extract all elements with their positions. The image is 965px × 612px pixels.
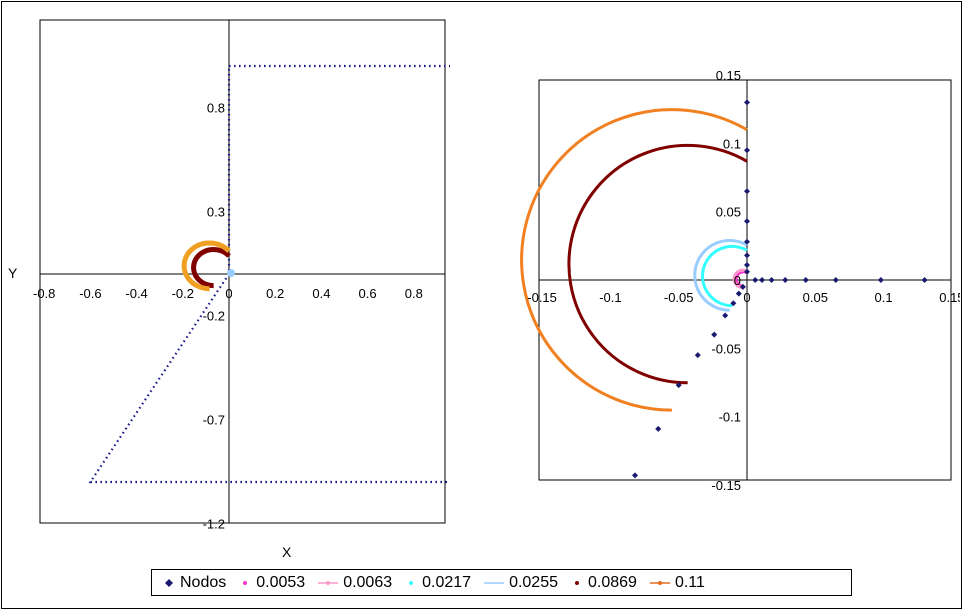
right-x-tick-label: 0.1 bbox=[875, 290, 893, 305]
right-chart: -0.15 -0.1 -0.05 0 0.05 0.1 0.15 0.15 0.1 0.05 0 -0… bbox=[520, 68, 960, 493]
right-y-tick-label: 0 bbox=[734, 273, 741, 288]
legend-label: 0.11 bbox=[674, 573, 705, 591]
left-circle-0.11 bbox=[181, 240, 231, 292]
legend-item: 0.0063 bbox=[317, 574, 392, 592]
right-node-marker bbox=[744, 188, 750, 195]
right-y-tick-label: -0.15 bbox=[711, 478, 741, 493]
left-y-tick-label: -0.7 bbox=[203, 413, 225, 428]
right-node-marker bbox=[744, 268, 750, 275]
left-y-tick-label: 0.3 bbox=[207, 205, 225, 220]
legend-swatch bbox=[409, 580, 414, 585]
legend-item: 0.11 bbox=[649, 574, 705, 592]
right-node-marker bbox=[735, 290, 742, 297]
right-node-marker bbox=[711, 331, 718, 338]
legend-label: 0.0217 bbox=[422, 573, 472, 591]
left-x-tick-label: 0.4 bbox=[312, 286, 330, 301]
right-x-tick-label: -0.15 bbox=[527, 290, 557, 305]
left-y-axis-title: Y bbox=[8, 265, 18, 281]
right-node-marker bbox=[744, 218, 750, 225]
right-node-marker bbox=[744, 261, 750, 268]
left-x-tick-label: -0.4 bbox=[125, 286, 147, 301]
right-arc-0.0255 bbox=[693, 239, 748, 312]
left-chart: -0.8-0.6-0.4-0.200.20.40.60.811.20.80.3-… bbox=[8, 19, 450, 532]
left-y-tick-label: 0.8 bbox=[207, 101, 225, 116]
left-y-tick-label: -1.2 bbox=[203, 517, 225, 532]
legend-swatch bbox=[484, 581, 505, 584]
right-x-tick-label: 0.15 bbox=[939, 290, 960, 305]
right-x-tick-label: 0 bbox=[743, 290, 750, 305]
right-y-tick-label: -0.05 bbox=[711, 341, 741, 356]
right-node-marker bbox=[921, 277, 928, 283]
left-center-markers bbox=[227, 269, 235, 277]
legend-swatch bbox=[165, 578, 173, 587]
legend-label: 0.0869 bbox=[588, 573, 637, 591]
right-node-marker bbox=[832, 277, 839, 283]
left-circle-0.0869 bbox=[191, 246, 231, 289]
legend-swatch bbox=[575, 580, 579, 585]
right-x-tick-label: -0.1 bbox=[599, 290, 621, 305]
legend-item: 0.0053 bbox=[238, 574, 305, 592]
right-node-marker bbox=[722, 312, 729, 319]
legend-item: 0.0255 bbox=[483, 574, 558, 592]
left-x-tick-label: 0.2 bbox=[266, 286, 284, 301]
left-x-tick-label: -0.2 bbox=[172, 286, 194, 301]
legend-label: 0.0063 bbox=[343, 573, 393, 591]
right-node-marker bbox=[744, 238, 750, 245]
legend-swatch bbox=[318, 580, 339, 585]
legend-label: 0.0255 bbox=[509, 573, 558, 591]
right-node-marker bbox=[694, 352, 701, 359]
right-node-marker bbox=[631, 472, 638, 479]
right-node-marker bbox=[730, 300, 737, 307]
legend: Nodos 0.0053 0.0063 0.0217 0.0255 0.0869 0.11 bbox=[151, 569, 852, 596]
legend-label: Nodos bbox=[180, 573, 227, 591]
left-x-tick-label: -0.6 bbox=[79, 286, 101, 301]
right-arc-0.0869 bbox=[567, 143, 748, 385]
right-y-tick-label: 0.1 bbox=[723, 136, 741, 151]
left-x-tick-label: -0.8 bbox=[33, 286, 55, 301]
right-node-marker bbox=[802, 277, 809, 283]
legend-item: 0.0869 bbox=[570, 574, 637, 592]
right-node-marker bbox=[877, 277, 884, 283]
legend-item: 0.0217 bbox=[404, 574, 471, 592]
right-node-marker bbox=[744, 147, 750, 154]
right-node-marker bbox=[759, 277, 766, 283]
right-node-marker bbox=[768, 277, 775, 283]
right-x-tick-label: 0.05 bbox=[803, 290, 828, 305]
right-x-tick-label: -0.05 bbox=[664, 290, 694, 305]
left-x-tick-label: 0 bbox=[225, 286, 232, 301]
right-node-marker bbox=[744, 99, 750, 106]
right-arc-0.0217 bbox=[701, 244, 748, 308]
legend-swatch bbox=[243, 580, 248, 585]
right-node-marker bbox=[782, 277, 789, 283]
left-plot-area bbox=[39, 19, 446, 524]
right-node-marker bbox=[739, 283, 746, 290]
right-y-tick-label: 0.05 bbox=[716, 205, 741, 220]
legend-swatch bbox=[649, 580, 670, 585]
left-x-tick-label: 0.6 bbox=[359, 286, 377, 301]
left-x-axis-title: X bbox=[282, 544, 292, 560]
legend-label: 0.0053 bbox=[256, 573, 306, 591]
right-node-marker bbox=[744, 252, 750, 259]
right-y-tick-label: 0.15 bbox=[716, 68, 741, 83]
left-y-tick-label: -0.2 bbox=[203, 309, 225, 324]
right-y-tick-label: -0.1 bbox=[719, 410, 741, 425]
right-node-marker bbox=[675, 382, 682, 389]
right-arc-0.0063 bbox=[732, 268, 748, 289]
left-x-tick-label: 0.8 bbox=[405, 286, 423, 301]
legend-item: Nodos bbox=[162, 574, 226, 592]
right-node-marker bbox=[752, 277, 759, 283]
right-node-marker bbox=[655, 425, 662, 432]
right-arc-0.11 bbox=[520, 108, 748, 412]
